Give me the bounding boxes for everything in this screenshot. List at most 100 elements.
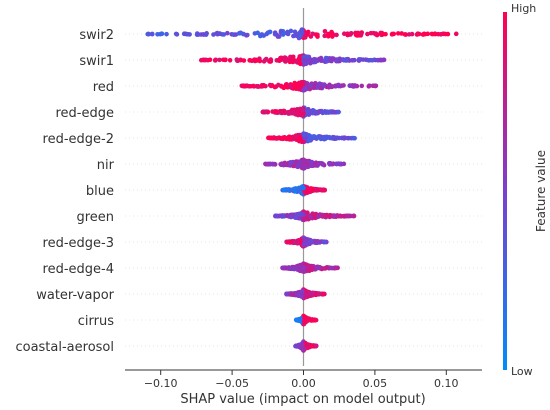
feature-label-coastal-aerosol: coastal-aerosol xyxy=(15,340,114,355)
shap-point-red xyxy=(288,84,293,90)
shap-point-red-edge-2 xyxy=(324,135,330,141)
shap-point-red xyxy=(301,88,306,93)
shap-point-red-edge-4 xyxy=(293,264,299,270)
shap-point-red xyxy=(315,84,320,90)
shap-point-red xyxy=(308,83,314,88)
shap-point-swir1 xyxy=(337,56,343,62)
shap-point-nir xyxy=(288,160,294,166)
shap-points xyxy=(145,27,459,353)
x-axis-label: SHAP value (impact on model output) xyxy=(180,392,425,407)
shap-point-swir2 xyxy=(330,31,335,37)
shap-point-red xyxy=(333,84,338,89)
shap-point-swir1 xyxy=(379,57,384,63)
shap-point-swir1 xyxy=(308,58,313,63)
shap-point-water-vapor xyxy=(316,291,322,296)
shap-point-water-vapor xyxy=(297,292,302,298)
shap-point-nir xyxy=(266,161,272,167)
shap-point-swir1 xyxy=(323,55,329,61)
shap-point-red-edge-3 xyxy=(321,239,327,244)
shap-point-swir1 xyxy=(268,57,274,62)
shap-point-green xyxy=(351,213,356,219)
shap-point-swir1 xyxy=(282,57,288,63)
shap-point-red-edge xyxy=(286,111,291,116)
shap-point-nir xyxy=(341,161,347,167)
shap-point-swir1 xyxy=(356,57,362,62)
x-tick-label: −0.05 xyxy=(215,377,249,390)
shap-point-swir2 xyxy=(267,29,273,35)
shap-point-swir2 xyxy=(438,32,444,37)
shap-point-swir1 xyxy=(263,56,269,62)
shap-point-red xyxy=(300,81,306,87)
shap-point-swir2 xyxy=(255,30,260,36)
shap-point-red-edge-4 xyxy=(301,269,307,274)
feature-label-swir1: swir1 xyxy=(79,54,114,69)
shap-point-swir2 xyxy=(146,31,152,37)
colorbar-title: Feature value xyxy=(534,150,548,232)
shap-point-swir2 xyxy=(149,31,155,37)
shap-point-swir2 xyxy=(281,31,287,36)
feature-label-green: green xyxy=(76,210,114,225)
shap-point-green xyxy=(301,216,306,222)
shap-point-blue xyxy=(309,187,314,192)
shap-point-red-edge-2 xyxy=(297,136,303,141)
colorbar-low-label: Low xyxy=(511,365,533,378)
shap-point-nir xyxy=(291,163,296,169)
shap-point-green xyxy=(305,210,310,215)
shap-point-swir2 xyxy=(383,31,388,37)
shap-point-swir2 xyxy=(443,31,448,37)
shap-point-swir2 xyxy=(368,30,374,36)
shap-point-red-edge-2 xyxy=(341,135,347,140)
shap-point-nir xyxy=(301,160,306,166)
shap-point-green xyxy=(321,213,327,219)
shap-point-swir2 xyxy=(334,32,339,38)
shap-point-swir2 xyxy=(238,30,243,36)
shap-point-red-edge-3 xyxy=(295,240,300,246)
shap-point-swir1 xyxy=(288,58,294,63)
shap-point-red-edge xyxy=(279,108,284,114)
shap-point-swir2 xyxy=(204,31,209,36)
shap-point-red-edge-3 xyxy=(303,237,309,243)
shap-point-cirrus xyxy=(311,318,317,323)
shap-point-swir2 xyxy=(325,33,331,39)
shap-point-nir xyxy=(308,163,314,169)
shap-point-red xyxy=(347,83,353,88)
shap-point-blue xyxy=(322,187,327,193)
shap-point-swir2 xyxy=(322,33,327,39)
shap-point-red-edge xyxy=(307,110,313,116)
shap-point-swir2 xyxy=(341,31,347,37)
colorbar-high-label: High xyxy=(511,2,536,15)
shap-point-swir2 xyxy=(155,32,160,37)
shap-point-red-edge-3 xyxy=(313,239,319,244)
shap-point-red-edge-2 xyxy=(280,135,286,140)
shap-point-coastal-aerosol xyxy=(313,343,318,349)
shap-point-swir2 xyxy=(355,30,361,36)
shap-point-swir2 xyxy=(389,32,395,37)
feature-label-water-vapor: water-vapor xyxy=(36,288,114,303)
shap-point-swir1 xyxy=(317,56,322,62)
shap-point-swir2 xyxy=(310,31,315,37)
shap-point-red-edge-2 xyxy=(346,135,352,141)
shap-point-swir1 xyxy=(331,56,336,61)
colorbar xyxy=(503,12,507,370)
x-tick-label: 0.00 xyxy=(291,377,316,390)
shap-point-red xyxy=(327,82,332,88)
shap-point-red-edge-2 xyxy=(301,132,307,138)
shap-point-red-edge-2 xyxy=(334,135,340,141)
shap-point-swir1 xyxy=(364,57,369,63)
shap-point-swir1 xyxy=(227,57,233,63)
x-tick-label: −0.10 xyxy=(144,377,178,390)
shap-point-swir2 xyxy=(259,32,265,37)
shap-point-swir2 xyxy=(244,33,249,38)
shap-point-swir1 xyxy=(241,58,247,63)
shap-point-coastal-aerosol xyxy=(309,344,315,349)
shap-point-green xyxy=(277,213,283,219)
feature-label-red-edge-2: red-edge-2 xyxy=(43,132,114,147)
shap-point-nir xyxy=(282,162,287,168)
shap-point-green xyxy=(304,216,310,221)
shap-point-swir2 xyxy=(422,31,428,37)
shap-point-red-edge xyxy=(320,110,325,116)
shap-point-blue xyxy=(304,190,310,196)
shap-point-green xyxy=(293,214,299,219)
shap-point-red-edge-3 xyxy=(307,241,312,247)
shap-point-swir1 xyxy=(278,55,284,61)
